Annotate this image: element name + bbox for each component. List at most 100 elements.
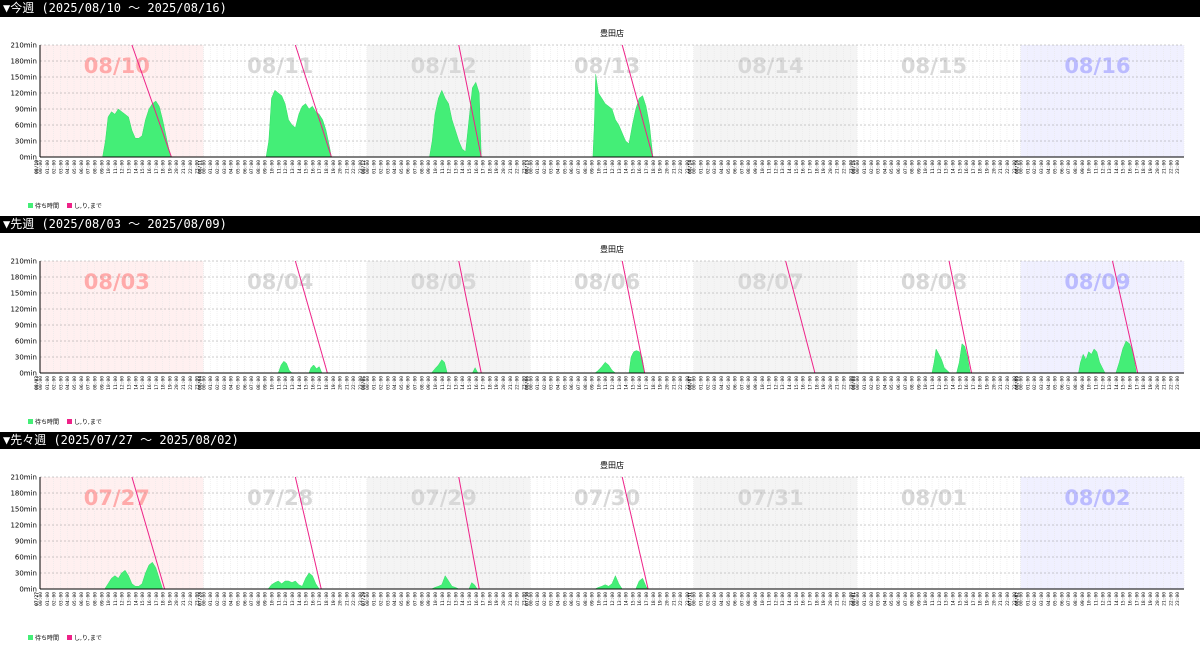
y-tick-label: 90min (15, 322, 37, 330)
x-tick-label: 20:00 (828, 160, 834, 174)
wait-time-area (594, 350, 645, 374)
x-tick-label: 03:00 (876, 160, 882, 174)
x-tick-label: 09:00 (916, 160, 922, 174)
day-label: 08/09 (1064, 270, 1130, 294)
until-line (131, 476, 166, 590)
y-tick-label: 0min (19, 154, 37, 162)
x-tick-label: 00:00 (692, 160, 698, 174)
x-tick-label: 22:00 (1168, 376, 1174, 390)
y-tick-label: 180min (10, 490, 37, 498)
x-tick-label: 10:00 (596, 592, 602, 606)
x-tick-label: 22:00 (515, 160, 521, 174)
x-tick-label: 17:00 (154, 592, 160, 606)
x-tick-label: 21:00 (671, 376, 677, 390)
wait-time-area (104, 561, 163, 590)
x-tick-label: 14:00 (133, 376, 139, 390)
x-tick-label: 04:00 (882, 592, 888, 606)
x-tick-label: 07:00 (576, 376, 582, 390)
x-tick-label: 06:00 (242, 376, 248, 390)
y-tick-label: 60min (15, 122, 37, 130)
x-tick-label: 10:00 (596, 376, 602, 390)
x-tick-label: 23:00 (358, 592, 364, 606)
x-tick-label: 16:00 (801, 160, 807, 174)
x-tick-label: 05:00 (399, 376, 405, 390)
x-tick-label: 07:00 (1066, 592, 1072, 606)
x-tick-label: 00:00 (1019, 376, 1025, 390)
x-tick-label: 05:00 (1053, 160, 1059, 174)
y-tick-label: 90min (15, 106, 37, 114)
x-tick-label: 02:00 (52, 376, 58, 390)
x-date-label: 07/31 (688, 592, 694, 606)
x-tick-label: 19:00 (985, 160, 991, 174)
x-tick-label: 08:00 (746, 160, 752, 174)
x-tick-label: 23:00 (521, 160, 527, 174)
x-tick-label: 22:00 (351, 160, 357, 174)
x-tick-label: 14:00 (950, 592, 956, 606)
x-tick-label: 17:00 (1134, 376, 1140, 390)
wait-time-chart: 豊田店 08/03 08/04 08/05 08/06 08/07 08/08 08/09 0m… (10, 244, 1185, 426)
y-tick-label: 30min (15, 570, 37, 578)
x-tick-label: 06:00 (1059, 592, 1065, 606)
x-tick-label: 01:00 (862, 592, 868, 606)
wait-time-area (102, 100, 172, 158)
x-tick-label: 20:00 (501, 160, 507, 174)
x-tick-label: 21:00 (998, 160, 1004, 174)
x-tick-label: 21:00 (508, 160, 514, 174)
y-tick-label: 210min (10, 474, 37, 482)
x-tick-label: 08:00 (746, 376, 752, 390)
day-label: 08/01 (901, 486, 967, 510)
x-tick-label: 20:00 (174, 376, 180, 390)
x-tick-label: 16:00 (637, 592, 643, 606)
x-tick-label: 07:00 (903, 592, 909, 606)
x-tick-label: 05:00 (889, 160, 895, 174)
x-tick-label: 14:00 (624, 592, 630, 606)
x-tick-label: 19:00 (1148, 592, 1154, 606)
x-tick-label: 16:00 (1128, 376, 1134, 390)
x-tick-label: 09:00 (263, 376, 269, 390)
x-tick-label: 08:00 (1073, 592, 1079, 606)
x-tick-label: 15:00 (794, 376, 800, 390)
x-tick-label: 11:00 (113, 592, 119, 606)
x-tick-label: 15:00 (467, 592, 473, 606)
x-tick-label: 11:00 (767, 160, 773, 174)
x-tick-label: 23:00 (848, 160, 854, 174)
x-tick-label: 11:00 (930, 376, 936, 390)
wait-time-area (429, 81, 482, 158)
x-tick-label: 22:00 (678, 160, 684, 174)
x-tick-label: 02:00 (705, 376, 711, 390)
x-tick-label: 16:00 (310, 160, 316, 174)
week-section-last: ▼先週 (2025/08/03 ～ 2025/08/09) 豊田店 08/03 08… (0, 216, 1200, 432)
week-section-current: ▼今週 (2025/08/10 ～ 2025/08/16) 豊田店 08/10 08… (0, 0, 1200, 216)
x-tick-label: 04:00 (229, 592, 235, 606)
x-tick-label: 20:00 (1155, 160, 1161, 174)
x-tick-label: 05:00 (72, 592, 78, 606)
wait-time-chart: 豊田店 08/10 08/11 08/12 08/13 08/14 08/15 08/16 0m… (10, 28, 1185, 210)
x-tick-label: 16:00 (474, 376, 480, 390)
x-date-label: 08/11 (197, 160, 203, 174)
until-line (458, 260, 482, 374)
x-tick-label: 20:00 (1155, 376, 1161, 390)
x-tick-label: 16:00 (310, 592, 316, 606)
x-tick-label: 18:00 (487, 376, 493, 390)
x-tick-label: 18:00 (1141, 592, 1147, 606)
x-tick-label: 04:00 (882, 160, 888, 174)
x-tick-label: 09:00 (1080, 376, 1086, 390)
x-tick-label: 07:00 (739, 160, 745, 174)
x-tick-label: 20:00 (664, 592, 670, 606)
x-tick-label: 05:00 (399, 592, 405, 606)
x-tick-label: 21:00 (181, 592, 187, 606)
x-tick-label: 12:00 (447, 160, 453, 174)
x-tick-label: 07:00 (86, 376, 92, 390)
x-tick-label: 12:00 (773, 592, 779, 606)
x-tick-label: 03:00 (385, 592, 391, 606)
x-tick-label: 13:00 (127, 592, 133, 606)
x-tick-label: 14:00 (1114, 160, 1120, 174)
x-tick-label: 02:00 (542, 160, 548, 174)
x-tick-label: 00:00 (855, 160, 861, 174)
x-tick-label: 10:00 (923, 592, 929, 606)
x-tick-label: 23:00 (685, 592, 691, 606)
y-tick-label: 120min (10, 90, 37, 98)
x-tick-label: 09:00 (99, 592, 105, 606)
until-line (294, 260, 328, 374)
x-tick-label: 13:00 (453, 160, 459, 174)
